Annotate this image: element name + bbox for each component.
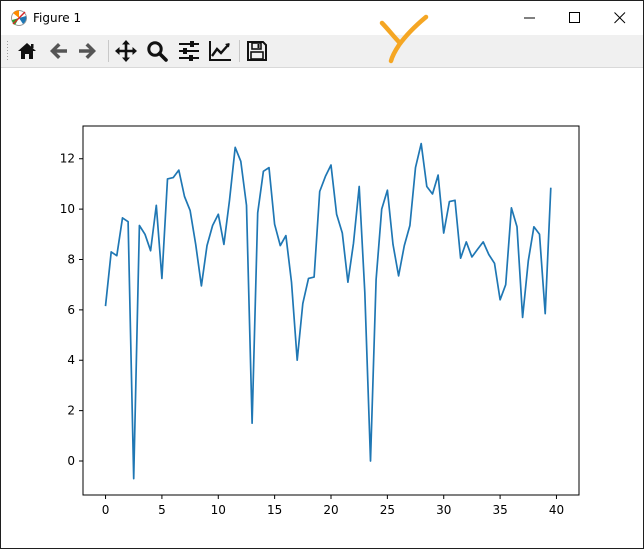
x-tick-label: 20 (323, 503, 338, 517)
data-line (104, 142, 552, 480)
x-tick-label: 30 (436, 503, 451, 517)
minimize-button[interactable] (507, 1, 553, 35)
minimize-icon (524, 17, 535, 19)
line-chart-icon (209, 41, 231, 61)
toolbar-separator (239, 40, 240, 62)
y-tick-label: 10 (60, 202, 75, 216)
arrow-left-icon (50, 43, 67, 59)
magnifier-icon (147, 41, 168, 62)
plot-canvas[interactable]: 0 2 4 6 8 10 12 0 5 10 15 20 25 30 35 40 (1, 68, 643, 548)
y-tick-label: 6 (67, 303, 75, 317)
maximize-icon (569, 12, 580, 23)
window-title: Figure 1 (33, 11, 82, 25)
forward-button[interactable] (75, 39, 101, 63)
x-tick-label: 5 (158, 503, 166, 517)
title-bar[interactable]: Figure 1 (1, 1, 643, 35)
navigation-toolbar (1, 35, 643, 68)
y-tick-label: 0 (67, 454, 75, 468)
customize-button[interactable] (207, 39, 233, 63)
close-button[interactable] (597, 1, 643, 35)
back-button[interactable] (45, 39, 71, 63)
sliders-icon (179, 41, 199, 61)
zoom-button[interactable] (144, 39, 170, 63)
y-axis: 0 2 4 6 8 10 12 (60, 152, 83, 468)
home-icon (18, 43, 36, 59)
x-tick-label: 25 (380, 503, 395, 517)
pan-button[interactable] (113, 39, 139, 63)
maximize-button[interactable] (552, 1, 598, 35)
y-tick-label: 2 (67, 404, 75, 418)
x-tick-label: 10 (211, 503, 226, 517)
y-tick-label: 8 (67, 252, 75, 266)
home-button[interactable] (14, 39, 40, 63)
move-icon (115, 40, 137, 62)
floppy-disk-icon (247, 41, 267, 61)
toolbar-separator (108, 40, 109, 62)
y-tick-label: 4 (67, 353, 75, 367)
x-tick-label: 40 (549, 503, 564, 517)
handwritten-y-annotation (379, 14, 429, 64)
y-tick-label: 12 (60, 152, 75, 166)
toolbar-grip[interactable] (6, 40, 9, 62)
matplotlib-icon (11, 10, 27, 26)
x-axis: 0 5 10 15 20 25 30 35 40 (102, 495, 564, 517)
arrow-right-icon (79, 43, 96, 59)
x-tick-label: 15 (267, 503, 282, 517)
subplots-button[interactable] (176, 39, 202, 63)
close-icon (614, 12, 626, 24)
x-tick-label: 35 (492, 503, 507, 517)
x-tick-label: 0 (102, 503, 110, 517)
axes-frame (82, 125, 580, 496)
save-button[interactable] (244, 39, 270, 63)
